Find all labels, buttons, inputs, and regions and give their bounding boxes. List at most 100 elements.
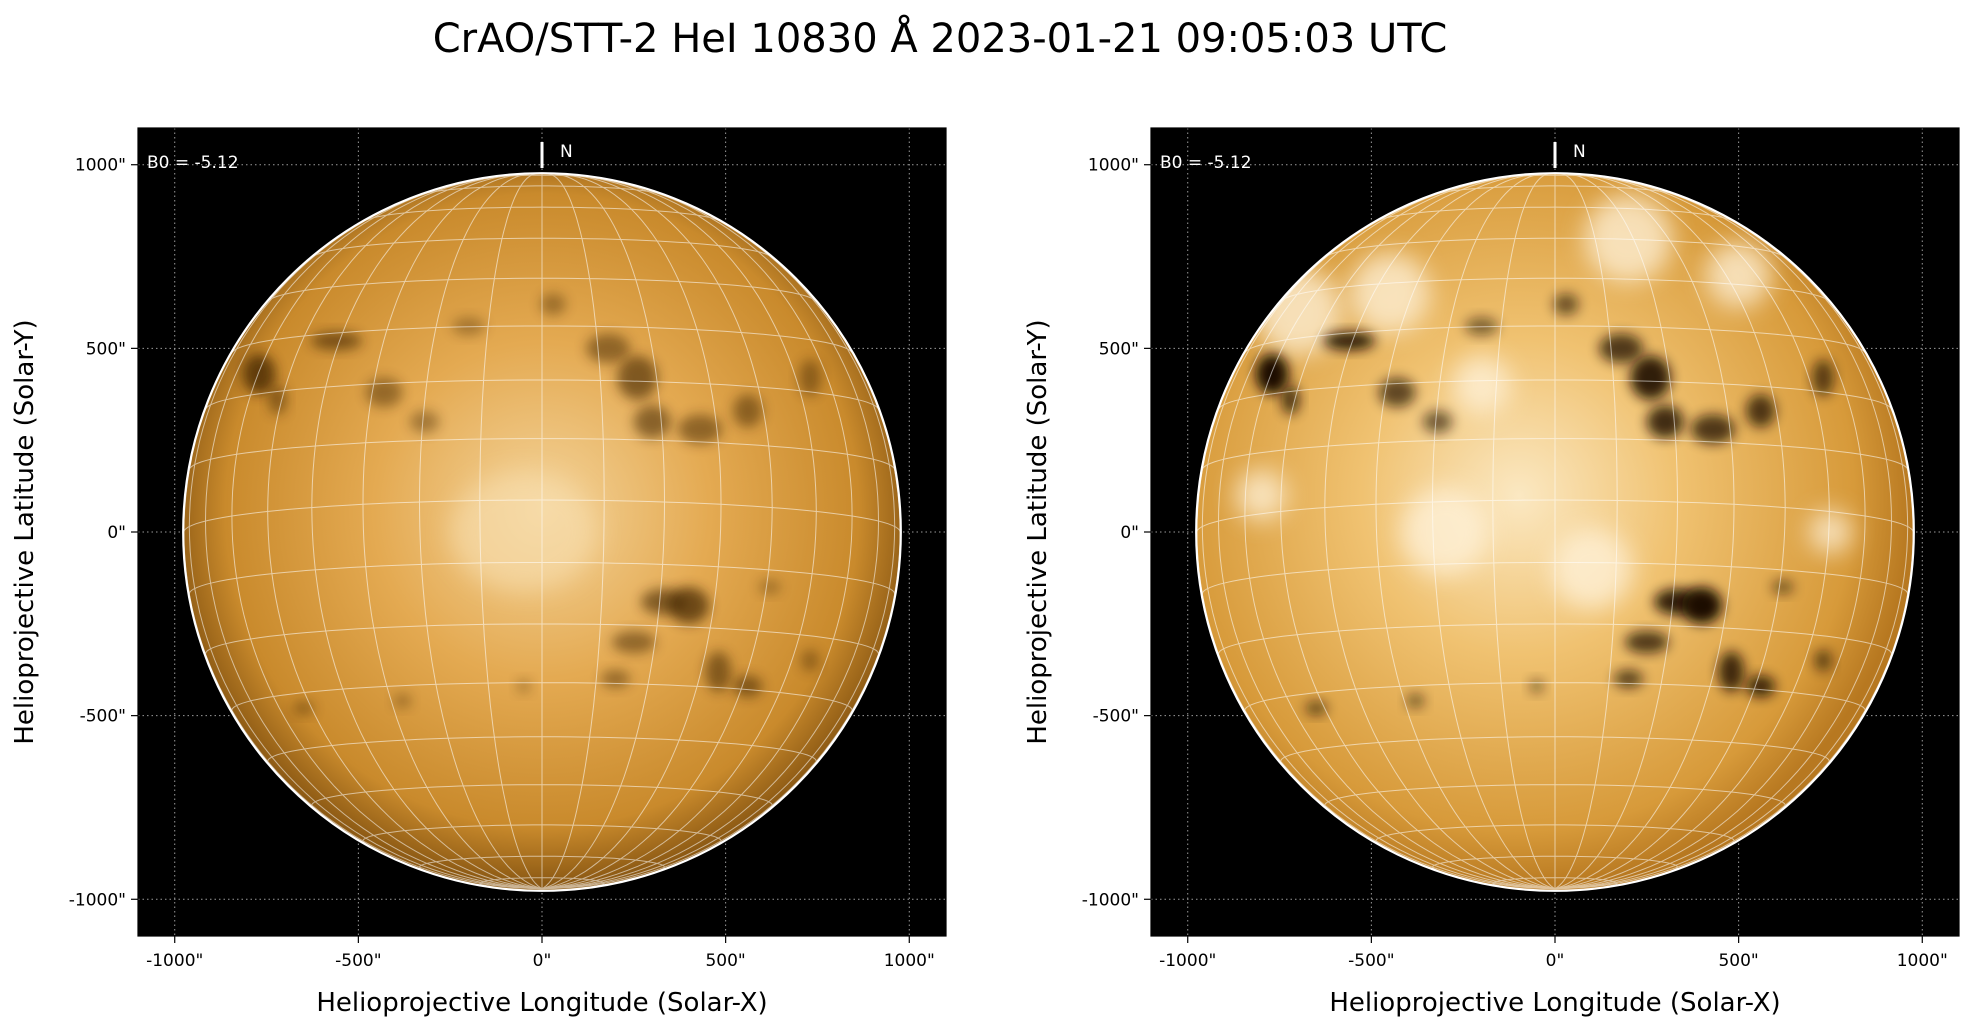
dark-filament	[1624, 631, 1669, 654]
y-tick-label: 0"	[107, 523, 126, 543]
solar-disk-image	[1196, 173, 1914, 891]
longitude-line	[1280, 175, 1556, 890]
dark-filament	[1323, 331, 1376, 351]
y-tick-label: 500"	[86, 339, 126, 359]
dark-filament	[1406, 693, 1425, 709]
dark-filament	[1630, 355, 1671, 400]
longitude-line	[231, 176, 543, 890]
longitude-line	[479, 173, 543, 890]
x-tick-label: -1000"	[1159, 951, 1216, 971]
dark-filament	[600, 669, 631, 689]
latitude-line	[1218, 623, 1892, 655]
dark-filament	[1813, 649, 1833, 672]
bright-region	[1349, 252, 1431, 334]
longitude-line	[541, 175, 817, 890]
latitude-line	[311, 784, 773, 808]
dark-filament	[310, 331, 363, 351]
longitude-line	[311, 174, 543, 890]
bright-region	[1235, 469, 1287, 521]
dark-filament	[1378, 377, 1416, 408]
x-tick-label: -500"	[335, 951, 381, 971]
b0-label: B0 = -5.12	[1160, 153, 1252, 173]
dark-filament	[1745, 394, 1776, 428]
y-tick-label: 500"	[1099, 339, 1139, 359]
dark-filament	[1745, 675, 1776, 698]
longitude-line	[1554, 173, 1735, 890]
latitude-line	[312, 237, 772, 258]
latitude-line	[1375, 824, 1735, 844]
longitude-line	[1554, 198, 1909, 890]
dark-filament	[1281, 385, 1300, 415]
latitude-line	[1431, 855, 1679, 871]
latitude-line	[418, 855, 666, 871]
latitude-line	[188, 562, 896, 595]
latitude-line	[267, 736, 817, 763]
dark-filament	[611, 631, 656, 654]
bright-region	[450, 473, 598, 591]
bright-region	[1551, 528, 1633, 610]
x-tick-label: 0"	[533, 951, 552, 971]
x-tick-label: 1000"	[884, 951, 935, 971]
latitude-line	[183, 499, 901, 533]
longitude-line	[541, 198, 896, 890]
dark-filament	[633, 405, 671, 439]
latitude-line	[1244, 682, 1866, 712]
dark-filament	[1422, 410, 1453, 433]
dark-filament	[800, 649, 820, 672]
longitude-line	[418, 173, 543, 890]
latitude-line	[479, 877, 605, 887]
latitude-line	[231, 325, 853, 353]
latitude-line	[1201, 562, 1909, 595]
dark-filament	[586, 333, 631, 364]
dark-filament	[1529, 678, 1544, 694]
dark-filament	[668, 587, 710, 624]
dark-filament	[705, 651, 732, 692]
longitude-line	[541, 173, 605, 890]
latitude-line	[205, 623, 879, 655]
bright-region	[1452, 355, 1511, 415]
y-tick-label: 0"	[1120, 523, 1139, 543]
y-tick-label: -1000"	[1082, 890, 1139, 910]
longitude-line	[541, 176, 853, 890]
dark-filament	[393, 693, 412, 709]
dark-filament	[617, 355, 658, 400]
dark-filament	[758, 579, 781, 595]
latitude-line	[1492, 877, 1618, 887]
solar-disk-image	[183, 173, 901, 891]
longitude-line	[1375, 173, 1556, 890]
bright-region	[1808, 509, 1853, 555]
longitude-line	[188, 198, 543, 890]
dark-filament	[1305, 700, 1328, 716]
dark-filament	[1690, 414, 1735, 444]
dark-filament	[1613, 669, 1644, 689]
longitude-line	[541, 173, 666, 890]
latitude-line	[268, 277, 816, 301]
dark-filament	[540, 293, 566, 316]
dark-filament	[242, 353, 276, 395]
panel-right: N B0 = -5.12 -1000" -500" 0" 500" 1000" 1000" 50…	[1023, 127, 1960, 1018]
latitude-line	[1196, 499, 1914, 533]
dark-filament	[1599, 333, 1644, 364]
dark-filament	[732, 675, 763, 698]
dark-filament	[1255, 353, 1289, 395]
figure-title: CrAO/STT-2 HeI 10830 Å 2023-01-21 09:05:…	[433, 14, 1448, 62]
longitude-line	[267, 175, 543, 890]
dark-filament	[292, 700, 315, 716]
latitude-line	[1377, 206, 1733, 222]
latitude-line	[231, 682, 853, 712]
b0-label: B0 = -5.12	[147, 153, 239, 173]
x-tick-label: 500"	[1718, 951, 1758, 971]
x-axis-label: Helioprojective Longitude (Solar-X)	[1329, 988, 1780, 1018]
latitude-line	[1202, 438, 1908, 469]
dark-filament	[1681, 587, 1723, 624]
y-tick-label: 1000"	[75, 156, 126, 176]
dark-filament	[1553, 293, 1579, 316]
dark-filament	[1718, 651, 1745, 692]
longitude-line	[1324, 174, 1556, 890]
y-tick-label: 1000"	[1088, 156, 1139, 176]
longitude-line	[1554, 176, 1866, 890]
latitude-line	[1325, 237, 1785, 258]
longitude-line	[1244, 176, 1556, 890]
latitude-line	[205, 379, 879, 409]
